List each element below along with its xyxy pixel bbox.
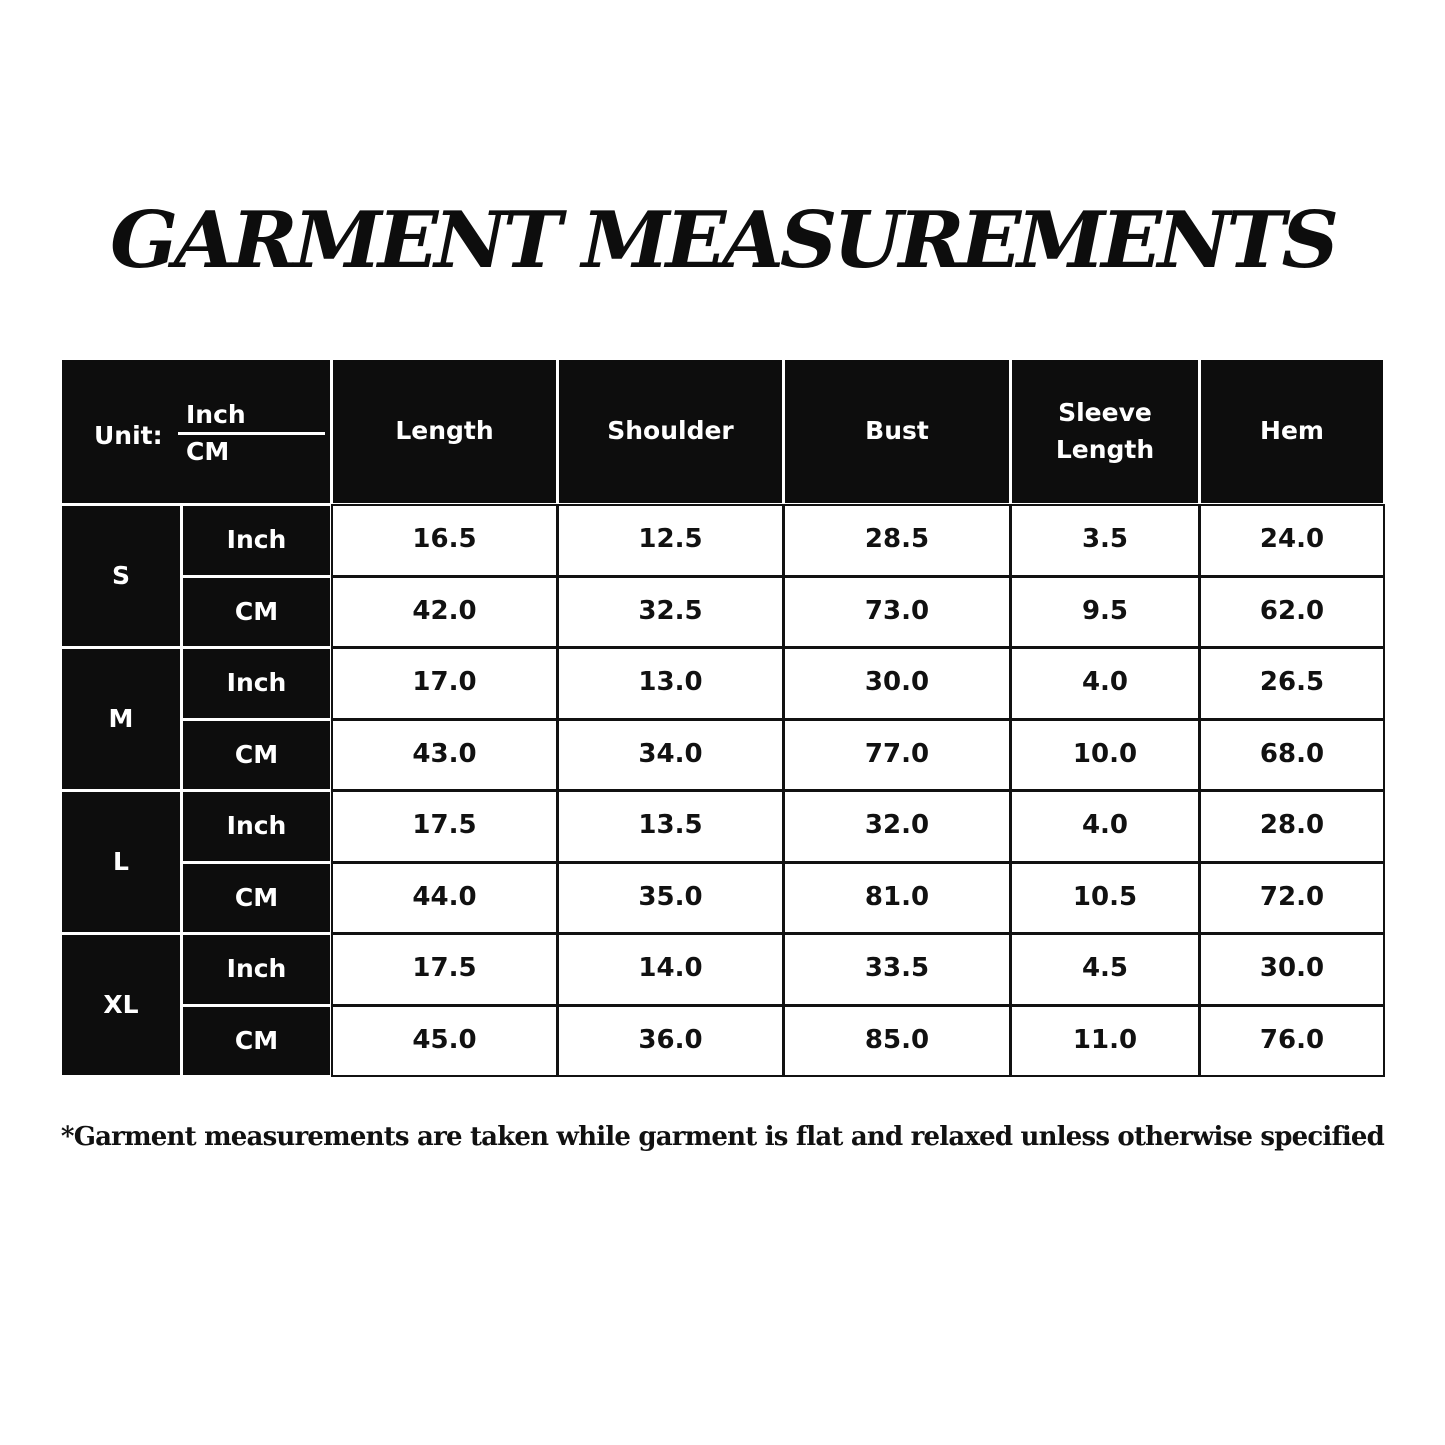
- value-cell: 73.0: [785, 577, 1009, 646]
- value-cell: 11.0: [1012, 1006, 1198, 1075]
- value-cell: 26.5: [1201, 649, 1383, 718]
- value-cell: 12.5: [559, 506, 782, 575]
- unit-label: Unit:: [94, 421, 163, 450]
- value-cell: 62.0: [1201, 577, 1383, 646]
- value-cell: 32.5: [559, 577, 782, 646]
- value-cell: 28.5: [785, 506, 1009, 575]
- value-cell: 30.0: [1201, 935, 1383, 1004]
- value-cell: 32.0: [785, 792, 1009, 861]
- value-cell: 9.5: [1012, 577, 1198, 646]
- value-cell: 45.0: [333, 1006, 556, 1075]
- value-cell: 28.0: [1201, 792, 1383, 861]
- value-cell: 13.0: [559, 649, 782, 718]
- column-header: Hem: [1201, 360, 1383, 503]
- value-cell: 42.0: [333, 577, 556, 646]
- unit-cell: Inch: [183, 506, 330, 575]
- value-cell: 3.5: [1012, 506, 1198, 575]
- value-cell: 43.0: [333, 720, 556, 789]
- unit-cell: Inch: [183, 935, 330, 1004]
- column-header: Shoulder: [559, 360, 782, 503]
- unit-cell: CM: [183, 1006, 330, 1075]
- value-cell: 10.0: [1012, 720, 1198, 789]
- value-cell: 16.5: [333, 506, 556, 575]
- column-header: Bust: [785, 360, 1009, 503]
- value-cell: 24.0: [1201, 506, 1383, 575]
- footnote: *Garment measurements are taken while ga…: [60, 1122, 1385, 1152]
- value-cell: 68.0: [1201, 720, 1383, 789]
- value-cell: 44.0: [333, 863, 556, 932]
- column-header: Length: [333, 360, 556, 503]
- value-cell: 85.0: [785, 1006, 1009, 1075]
- value-cell: 33.5: [785, 935, 1009, 1004]
- measurement-table: Unit: Inch CM Length Shoulder Bust Sleeve Le…: [62, 360, 1383, 1075]
- value-cell: 34.0: [559, 720, 782, 789]
- unit-cell: CM: [183, 863, 330, 932]
- value-cell: 17.5: [333, 935, 556, 1004]
- unit-cell: CM: [183, 577, 330, 646]
- value-cell: 76.0: [1201, 1006, 1383, 1075]
- value-cell: 17.0: [333, 649, 556, 718]
- unit-cell: Inch: [183, 792, 330, 861]
- value-cell: 4.5: [1012, 935, 1198, 1004]
- size-label: L: [62, 792, 180, 932]
- value-cell: 77.0: [785, 720, 1009, 789]
- value-cell: 10.5: [1012, 863, 1198, 932]
- value-cell: 14.0: [559, 935, 782, 1004]
- unit-cell: CM: [183, 720, 330, 789]
- size-label: M: [62, 649, 180, 789]
- value-cell: 72.0: [1201, 863, 1383, 932]
- unit-cell: Inch: [183, 649, 330, 718]
- size-label: S: [62, 506, 180, 646]
- value-cell: 4.0: [1012, 792, 1198, 861]
- unit-fraction: Inch CM: [178, 398, 325, 469]
- column-header: Sleeve Length: [1012, 360, 1198, 503]
- page-title: GARMENT MEASUREMENTS: [110, 195, 1339, 286]
- value-cell: 13.5: [559, 792, 782, 861]
- size-label: XL: [62, 935, 180, 1075]
- unit-header: Unit: Inch CM: [62, 360, 330, 503]
- value-cell: 17.5: [333, 792, 556, 861]
- value-cell: 36.0: [559, 1006, 782, 1075]
- value-cell: 30.0: [785, 649, 1009, 718]
- value-cell: 35.0: [559, 863, 782, 932]
- unit-inch: Inch: [178, 398, 325, 435]
- value-cell: 4.0: [1012, 649, 1198, 718]
- value-cell: 81.0: [785, 863, 1009, 932]
- unit-cm: CM: [186, 437, 230, 466]
